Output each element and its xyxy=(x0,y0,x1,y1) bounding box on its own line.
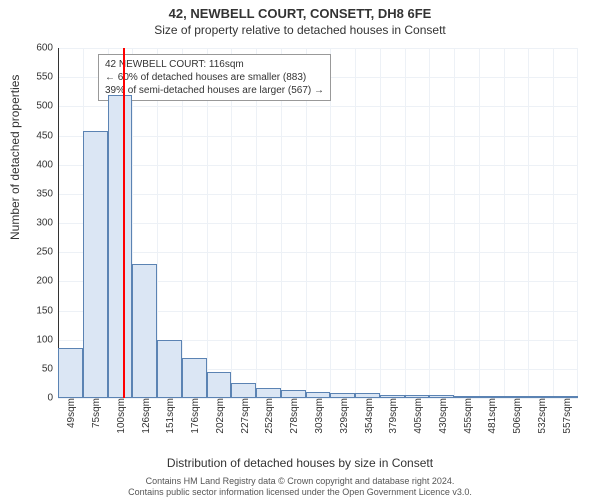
x-tick-label: 430sqm xyxy=(435,398,449,434)
y-tick-label: 500 xyxy=(36,101,58,112)
bar xyxy=(281,390,306,398)
bar xyxy=(157,340,182,398)
gridline-vertical xyxy=(429,48,430,398)
plot-area: 42 NEWBELL COURT: 116sqm← 60% of detache… xyxy=(58,48,578,398)
bar xyxy=(132,264,157,398)
x-tick-label: 202sqm xyxy=(212,398,226,434)
x-tick-label: 75sqm xyxy=(88,398,102,428)
x-tick-label: 506sqm xyxy=(509,398,523,434)
y-tick-label: 550 xyxy=(36,72,58,83)
gridline-horizontal xyxy=(58,194,578,195)
bar xyxy=(429,395,454,398)
bar xyxy=(479,396,504,398)
bar xyxy=(405,395,430,398)
bar xyxy=(256,388,281,399)
bar xyxy=(528,396,553,398)
x-tick-label: 227sqm xyxy=(237,398,251,434)
gridline-horizontal xyxy=(58,223,578,224)
gridline-vertical xyxy=(405,48,406,398)
gridline-horizontal xyxy=(58,165,578,166)
gridline-horizontal xyxy=(58,252,578,253)
footnote-line: Contains public sector information licen… xyxy=(0,487,600,498)
x-tick-label: 49sqm xyxy=(63,398,77,428)
x-tick-label: 278sqm xyxy=(286,398,300,434)
gridline-horizontal xyxy=(58,136,578,137)
page-subtitle: Size of property relative to detached ho… xyxy=(0,23,600,37)
x-tick-label: 303sqm xyxy=(311,398,325,434)
x-axis-label: Distribution of detached houses by size … xyxy=(0,456,600,470)
footnote-line: Contains HM Land Registry data © Crown c… xyxy=(0,476,600,487)
y-tick-label: 100 xyxy=(36,334,58,345)
y-tick-label: 250 xyxy=(36,247,58,258)
gridline-vertical xyxy=(528,48,529,398)
bar xyxy=(108,95,133,398)
gridline-vertical xyxy=(380,48,381,398)
gridline-vertical xyxy=(553,48,554,398)
x-tick-label: 252sqm xyxy=(261,398,275,434)
x-tick-label: 126sqm xyxy=(138,398,152,434)
annotation-box: 42 NEWBELL COURT: 116sqm← 60% of detache… xyxy=(98,54,331,101)
bar xyxy=(306,392,331,398)
y-tick-label: 400 xyxy=(36,159,58,170)
annotation-line: 39% of semi-detached houses are larger (… xyxy=(105,84,324,97)
y-tick-label: 200 xyxy=(36,276,58,287)
x-tick-label: 151sqm xyxy=(162,398,176,434)
bar xyxy=(207,372,232,398)
x-tick-label: 176sqm xyxy=(187,398,201,434)
chart-container: 42, NEWBELL COURT, CONSETT, DH8 6FE Size… xyxy=(0,0,600,500)
bar xyxy=(454,396,479,398)
x-tick-label: 354sqm xyxy=(361,398,375,434)
bar xyxy=(83,131,108,398)
gridline-horizontal xyxy=(58,106,578,107)
y-axis-label: Number of detached properties xyxy=(8,75,22,240)
x-tick-label: 481sqm xyxy=(484,398,498,434)
property-size-marker xyxy=(123,48,125,398)
bar xyxy=(182,358,207,398)
x-tick-label: 379sqm xyxy=(385,398,399,434)
bar xyxy=(330,393,355,398)
x-tick-label: 100sqm xyxy=(113,398,127,434)
footnote: Contains HM Land Registry data © Crown c… xyxy=(0,476,600,499)
gridline-vertical xyxy=(58,48,59,398)
y-tick-label: 0 xyxy=(47,393,58,404)
bar xyxy=(504,396,529,398)
y-tick-label: 450 xyxy=(36,130,58,141)
y-tick-label: 350 xyxy=(36,188,58,199)
x-tick-label: 455sqm xyxy=(460,398,474,434)
bar xyxy=(553,396,578,398)
y-tick-label: 600 xyxy=(36,43,58,54)
gridline-vertical xyxy=(504,48,505,398)
bar xyxy=(355,393,380,398)
x-tick-label: 329sqm xyxy=(336,398,350,434)
x-tick-label: 532sqm xyxy=(534,398,548,434)
gridline-vertical xyxy=(479,48,480,398)
annotation-line: ← 60% of detached houses are smaller (88… xyxy=(105,71,324,84)
gridline-vertical xyxy=(355,48,356,398)
y-tick-label: 150 xyxy=(36,305,58,316)
x-tick-label: 557sqm xyxy=(559,398,573,434)
bar xyxy=(58,348,83,398)
bar xyxy=(380,395,405,399)
gridline-horizontal xyxy=(58,48,578,49)
y-tick-label: 300 xyxy=(36,218,58,229)
bar xyxy=(231,383,256,398)
y-tick-label: 50 xyxy=(42,363,58,374)
annotation-line: 42 NEWBELL COURT: 116sqm xyxy=(105,58,324,71)
x-tick-label: 405sqm xyxy=(410,398,424,434)
gridline-vertical xyxy=(577,48,578,398)
page-title: 42, NEWBELL COURT, CONSETT, DH8 6FE xyxy=(0,0,600,21)
gridline-vertical xyxy=(454,48,455,398)
